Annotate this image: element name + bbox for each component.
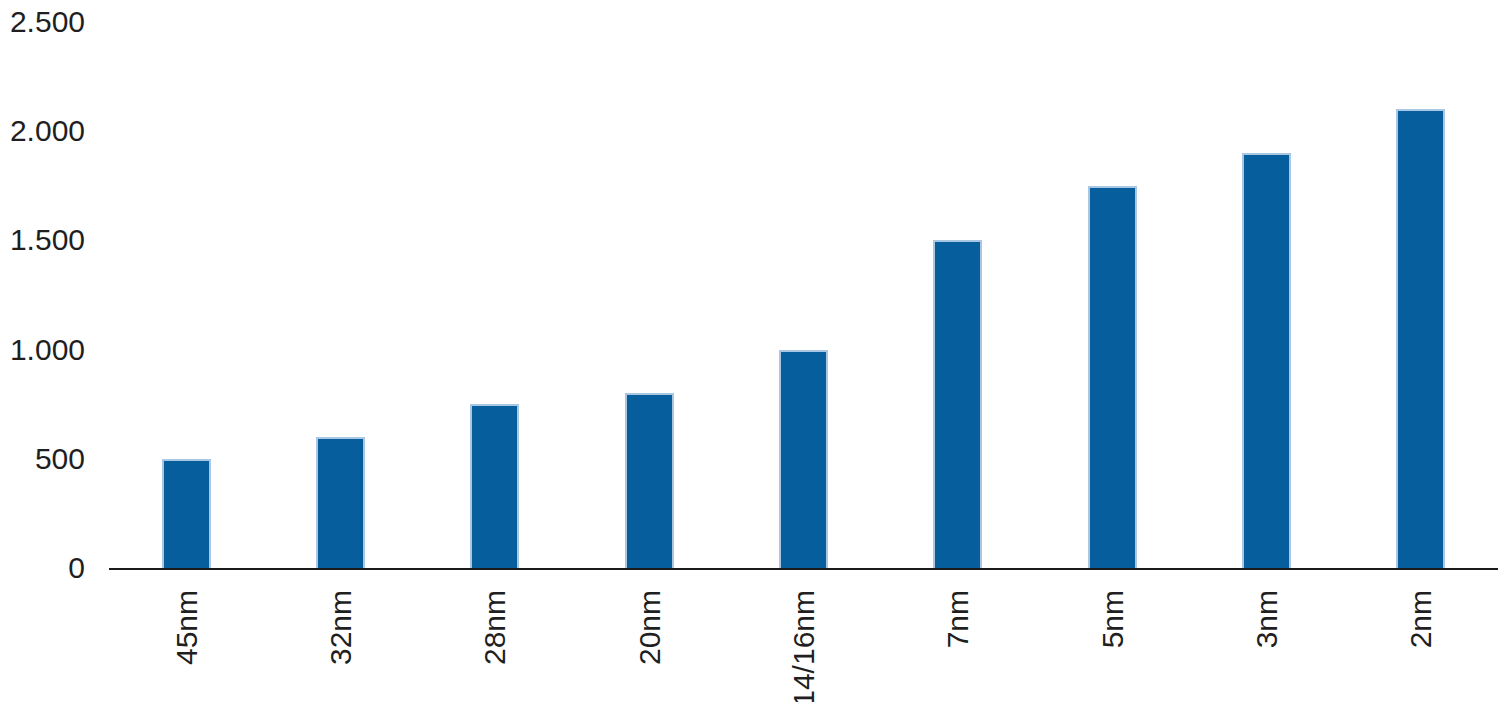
x-tick-label: 20nm	[633, 590, 666, 665]
bar-7nm	[933, 240, 982, 568]
x-tick-label: 2nm	[1404, 590, 1437, 648]
bar-3nm	[1242, 153, 1291, 568]
x-tick-label: 28nm	[478, 590, 511, 665]
x-tick-cell-45nm: 45nm	[109, 590, 263, 702]
x-axis: 45nm 32nm 28nm 20nm 14/16nm 7nm 5nm 3nm 2nm	[109, 590, 1498, 702]
bar-45nm	[162, 459, 211, 568]
bar-slot-20nm	[572, 22, 726, 568]
bar-slot-3nm	[1189, 22, 1343, 568]
x-tick-cell-32nm: 32nm	[263, 590, 417, 702]
y-tick-label: 0	[0, 551, 85, 585]
bar-14/16nm	[779, 350, 828, 568]
x-tick-cell-20nm: 20nm	[572, 590, 726, 702]
y-tick-label: 500	[0, 442, 85, 476]
y-tick-label: 2.000	[0, 114, 85, 148]
x-tick-cell-7nm: 7nm	[881, 590, 1035, 702]
bar-slot-45nm	[109, 22, 263, 568]
bar-20nm	[625, 393, 674, 568]
y-tick-label: 2.500	[0, 5, 85, 39]
bar-slot-2nm	[1344, 22, 1498, 568]
bar-slot-5nm	[1035, 22, 1189, 568]
x-tick-cell-5nm: 5nm	[1035, 590, 1189, 702]
bar-5nm	[1088, 186, 1137, 568]
x-tick-label: 32nm	[324, 590, 357, 665]
x-tick-label: 3nm	[1250, 590, 1283, 648]
y-tick-label: 1.500	[0, 223, 85, 257]
x-tick-label: 5nm	[1096, 590, 1129, 648]
bar-28nm	[470, 404, 519, 568]
plot-area	[109, 22, 1498, 570]
bar-2nm	[1396, 109, 1445, 568]
bar-slot-14/16nm	[726, 22, 880, 568]
bar-slot-28nm	[418, 22, 572, 568]
bar-slot-32nm	[263, 22, 417, 568]
bar-slot-7nm	[881, 22, 1035, 568]
x-tick-cell-2nm: 2nm	[1344, 590, 1498, 702]
x-tick-cell-14/16nm: 14/16nm	[726, 590, 880, 702]
x-tick-cell-3nm: 3nm	[1189, 590, 1343, 702]
bar-32nm	[316, 437, 365, 568]
x-tick-label: 45nm	[170, 590, 203, 665]
x-tick-label: 7nm	[941, 590, 974, 648]
x-tick-label: 14/16nm	[787, 590, 820, 702]
y-axis: 05001.0001.5002.0002.500	[0, 22, 85, 568]
x-tick-cell-28nm: 28nm	[418, 590, 572, 702]
y-tick-label: 1.000	[0, 333, 85, 367]
bar-chart: 0 500 1.000 1.500 2.000 2.500 45nm 32nm 28nm 20n…	[0, 0, 1507, 702]
